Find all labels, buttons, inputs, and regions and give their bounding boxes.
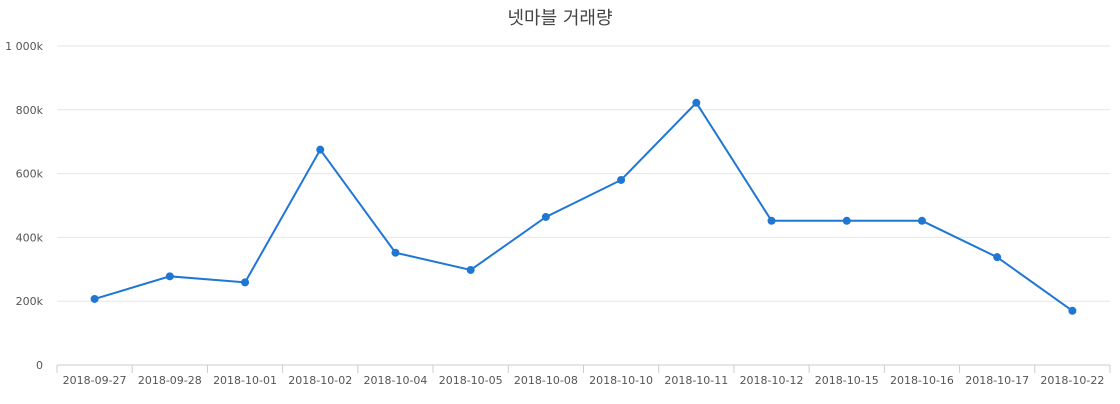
- y-tick-label: 1 000k: [5, 40, 43, 53]
- data-point[interactable]: [316, 145, 325, 154]
- axis-layer: [56, 364, 1111, 373]
- data-point[interactable]: [767, 216, 776, 225]
- x-tick-label: 2018-09-27: [63, 374, 127, 387]
- y-tick-labels: 0 200k 400k 600k 800k 1 000k: [5, 40, 43, 372]
- x-tick-label: 2018-10-17: [965, 374, 1029, 387]
- x-tick-label: 2018-10-22: [1040, 374, 1104, 387]
- grid-layer: [57, 45, 1110, 302]
- x-tick-label: 2018-10-11: [664, 374, 728, 387]
- data-point[interactable]: [241, 278, 250, 287]
- series-layer: [94, 101, 1073, 312]
- data-point[interactable]: [466, 265, 475, 274]
- x-tick-labels: 2018-09-27 2018-09-28 2018-10-01 2018-10-02…: [63, 374, 1105, 387]
- x-tick-label: 2018-10-05: [439, 374, 503, 387]
- series-line: [94, 101, 1073, 312]
- data-point[interactable]: [692, 98, 701, 107]
- data-point[interactable]: [917, 216, 926, 225]
- y-tick-label: 200k: [16, 295, 44, 308]
- data-point[interactable]: [541, 212, 550, 221]
- data-point[interactable]: [165, 272, 174, 281]
- x-tick-label: 2018-10-12: [740, 374, 804, 387]
- x-tick-label: 2018-10-08: [514, 374, 578, 387]
- x-tick-label: 2018-10-16: [890, 374, 954, 387]
- data-point[interactable]: [993, 253, 1002, 262]
- x-tick-label: 2018-10-02: [288, 374, 352, 387]
- y-tick-label: 600k: [16, 168, 44, 181]
- data-point[interactable]: [1068, 306, 1077, 315]
- x-tick-label: 2018-10-15: [815, 374, 879, 387]
- chart-title: 넷마블 거래량: [507, 8, 612, 29]
- y-tick-label: 400k: [16, 231, 44, 244]
- y-tick-label: 800k: [16, 104, 44, 117]
- x-tick-label: 2018-09-28: [138, 374, 202, 387]
- x-tick-label: 2018-10-04: [363, 374, 427, 387]
- data-point[interactable]: [842, 216, 851, 225]
- y-tick-label: 0: [36, 359, 43, 372]
- x-tick-label: 2018-10-01: [213, 374, 277, 387]
- data-point[interactable]: [90, 294, 99, 303]
- point-layer: [90, 98, 1077, 315]
- data-point[interactable]: [617, 175, 626, 184]
- data-point[interactable]: [391, 248, 400, 257]
- x-tick-label: 2018-10-10: [589, 374, 653, 387]
